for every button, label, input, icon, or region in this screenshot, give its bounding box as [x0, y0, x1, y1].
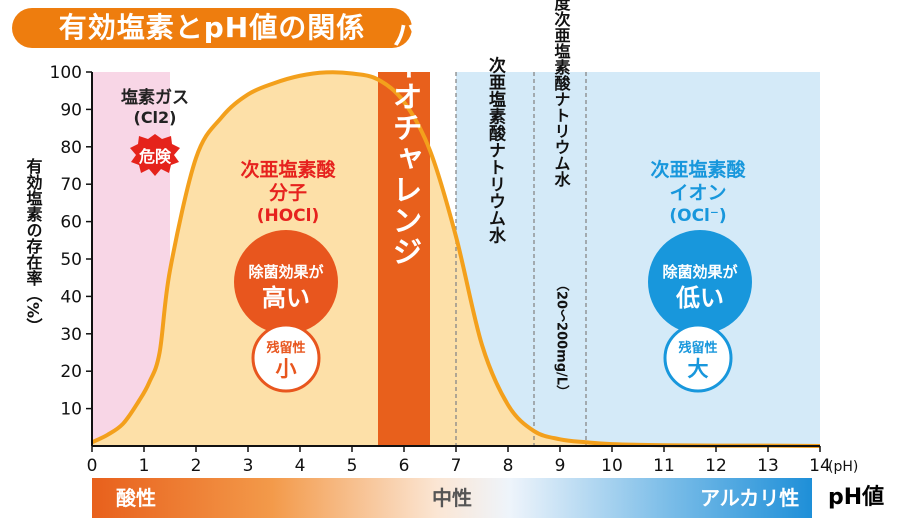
- danger-label: 危険: [139, 147, 172, 166]
- ph-neutral-label: 中性: [432, 486, 472, 510]
- ocl-residual-2: 大: [688, 357, 709, 381]
- hocl-effect-2: 高い: [262, 284, 310, 312]
- y-axis-label: 有効塩素の存在率（%）: [24, 157, 43, 334]
- ocl-label-2: イオン: [669, 182, 726, 204]
- alkaline-region: [456, 72, 820, 446]
- y-tick-label: 20: [60, 362, 82, 382]
- tick-labels: 0 1 2 3 4 5 6 7 8 9 10 11 12 13 14(pH)1020304050607080…: [50, 63, 859, 476]
- x-tick-label: 11: [653, 456, 675, 476]
- y-tick-label: 90: [60, 100, 82, 120]
- x-tick-label: 3: [243, 456, 254, 476]
- x-tick-label: 2: [191, 456, 202, 476]
- ph-alkaline-label: アルカリ性: [700, 486, 800, 510]
- ph-acid-label: 酸性: [116, 486, 156, 510]
- y-tick-label: 10: [60, 400, 82, 420]
- hocl-curve: [91, 70, 821, 448]
- x-tick-label: 9: [555, 456, 566, 476]
- hocl-effect-1: 除菌効果が: [248, 263, 324, 281]
- y-tick-label: 40: [60, 287, 82, 307]
- y-tick-label: 80: [60, 138, 82, 158]
- x-tick-label: 13: [757, 456, 779, 476]
- x-tick-label: 0: [87, 456, 98, 476]
- x-tick-label: 12: [705, 456, 727, 476]
- axes: [86, 71, 821, 452]
- x-tick-label: 4: [295, 456, 306, 476]
- hocl-residual-circle: [251, 323, 321, 393]
- x-tick-label: 7: [451, 456, 462, 476]
- hocl-label-3: (HOCl): [257, 206, 320, 226]
- ocl-residual-1: 残留性: [678, 340, 717, 356]
- y-tick-label: 60: [60, 213, 82, 233]
- ph-value-label: pH値: [828, 485, 885, 510]
- x-tick-label: 6: [399, 456, 410, 476]
- x-tick-label: 10: [601, 456, 623, 476]
- ocl-effect-circle: [648, 230, 752, 334]
- ocl-label-3: (OCl⁻): [669, 206, 726, 226]
- hocl-residual-1: 残留性: [266, 340, 305, 356]
- high-conc-label: 高濃度次亜塩素酸ナトリウム水: [552, 0, 571, 188]
- y-tick-label: 30: [60, 325, 82, 345]
- x-tick-label: 8: [503, 456, 514, 476]
- hocl-label-1: 次亜塩素酸: [240, 158, 336, 181]
- y-tick-label: 50: [60, 250, 82, 270]
- ocl-residual-circle: [663, 323, 733, 393]
- ocl-effect-2: 低い: [675, 284, 724, 312]
- ocl-effect-1: 除菌効果が: [662, 263, 738, 281]
- danger-badge: [130, 134, 180, 176]
- cl2-label: 塩素ガス: [121, 87, 189, 108]
- x-tick-label: 1: [139, 456, 150, 476]
- hocl-effect-circle: [234, 230, 338, 334]
- sodium-hypo-label: 次亜塩素酸ナトリウム水: [485, 55, 506, 244]
- reference-lines: [455, 72, 587, 446]
- biochallenge-label: バイオチャレンジ: [387, 19, 422, 267]
- x-tick-label: 5: [347, 456, 358, 476]
- ph-gradient-bar: [92, 478, 812, 518]
- cl2-formula: (Cl2): [134, 108, 177, 127]
- x-tick-label: 14: [809, 456, 831, 476]
- ocl-label-1: 次亜塩素酸: [650, 158, 746, 181]
- hocl-label-2: 分子: [269, 182, 307, 204]
- page-title: 有効塩素とpH値の関係: [58, 11, 366, 44]
- high-conc-range: （20〜200mg/L）: [554, 278, 571, 398]
- y-tick-label: 100: [50, 63, 82, 83]
- x-axis-label: (pH): [828, 459, 858, 475]
- y-tick-label: 70: [60, 175, 82, 195]
- hocl-residual-2: 小: [276, 357, 297, 381]
- title-banner: 有効塩素とpH値の関係: [12, 8, 412, 48]
